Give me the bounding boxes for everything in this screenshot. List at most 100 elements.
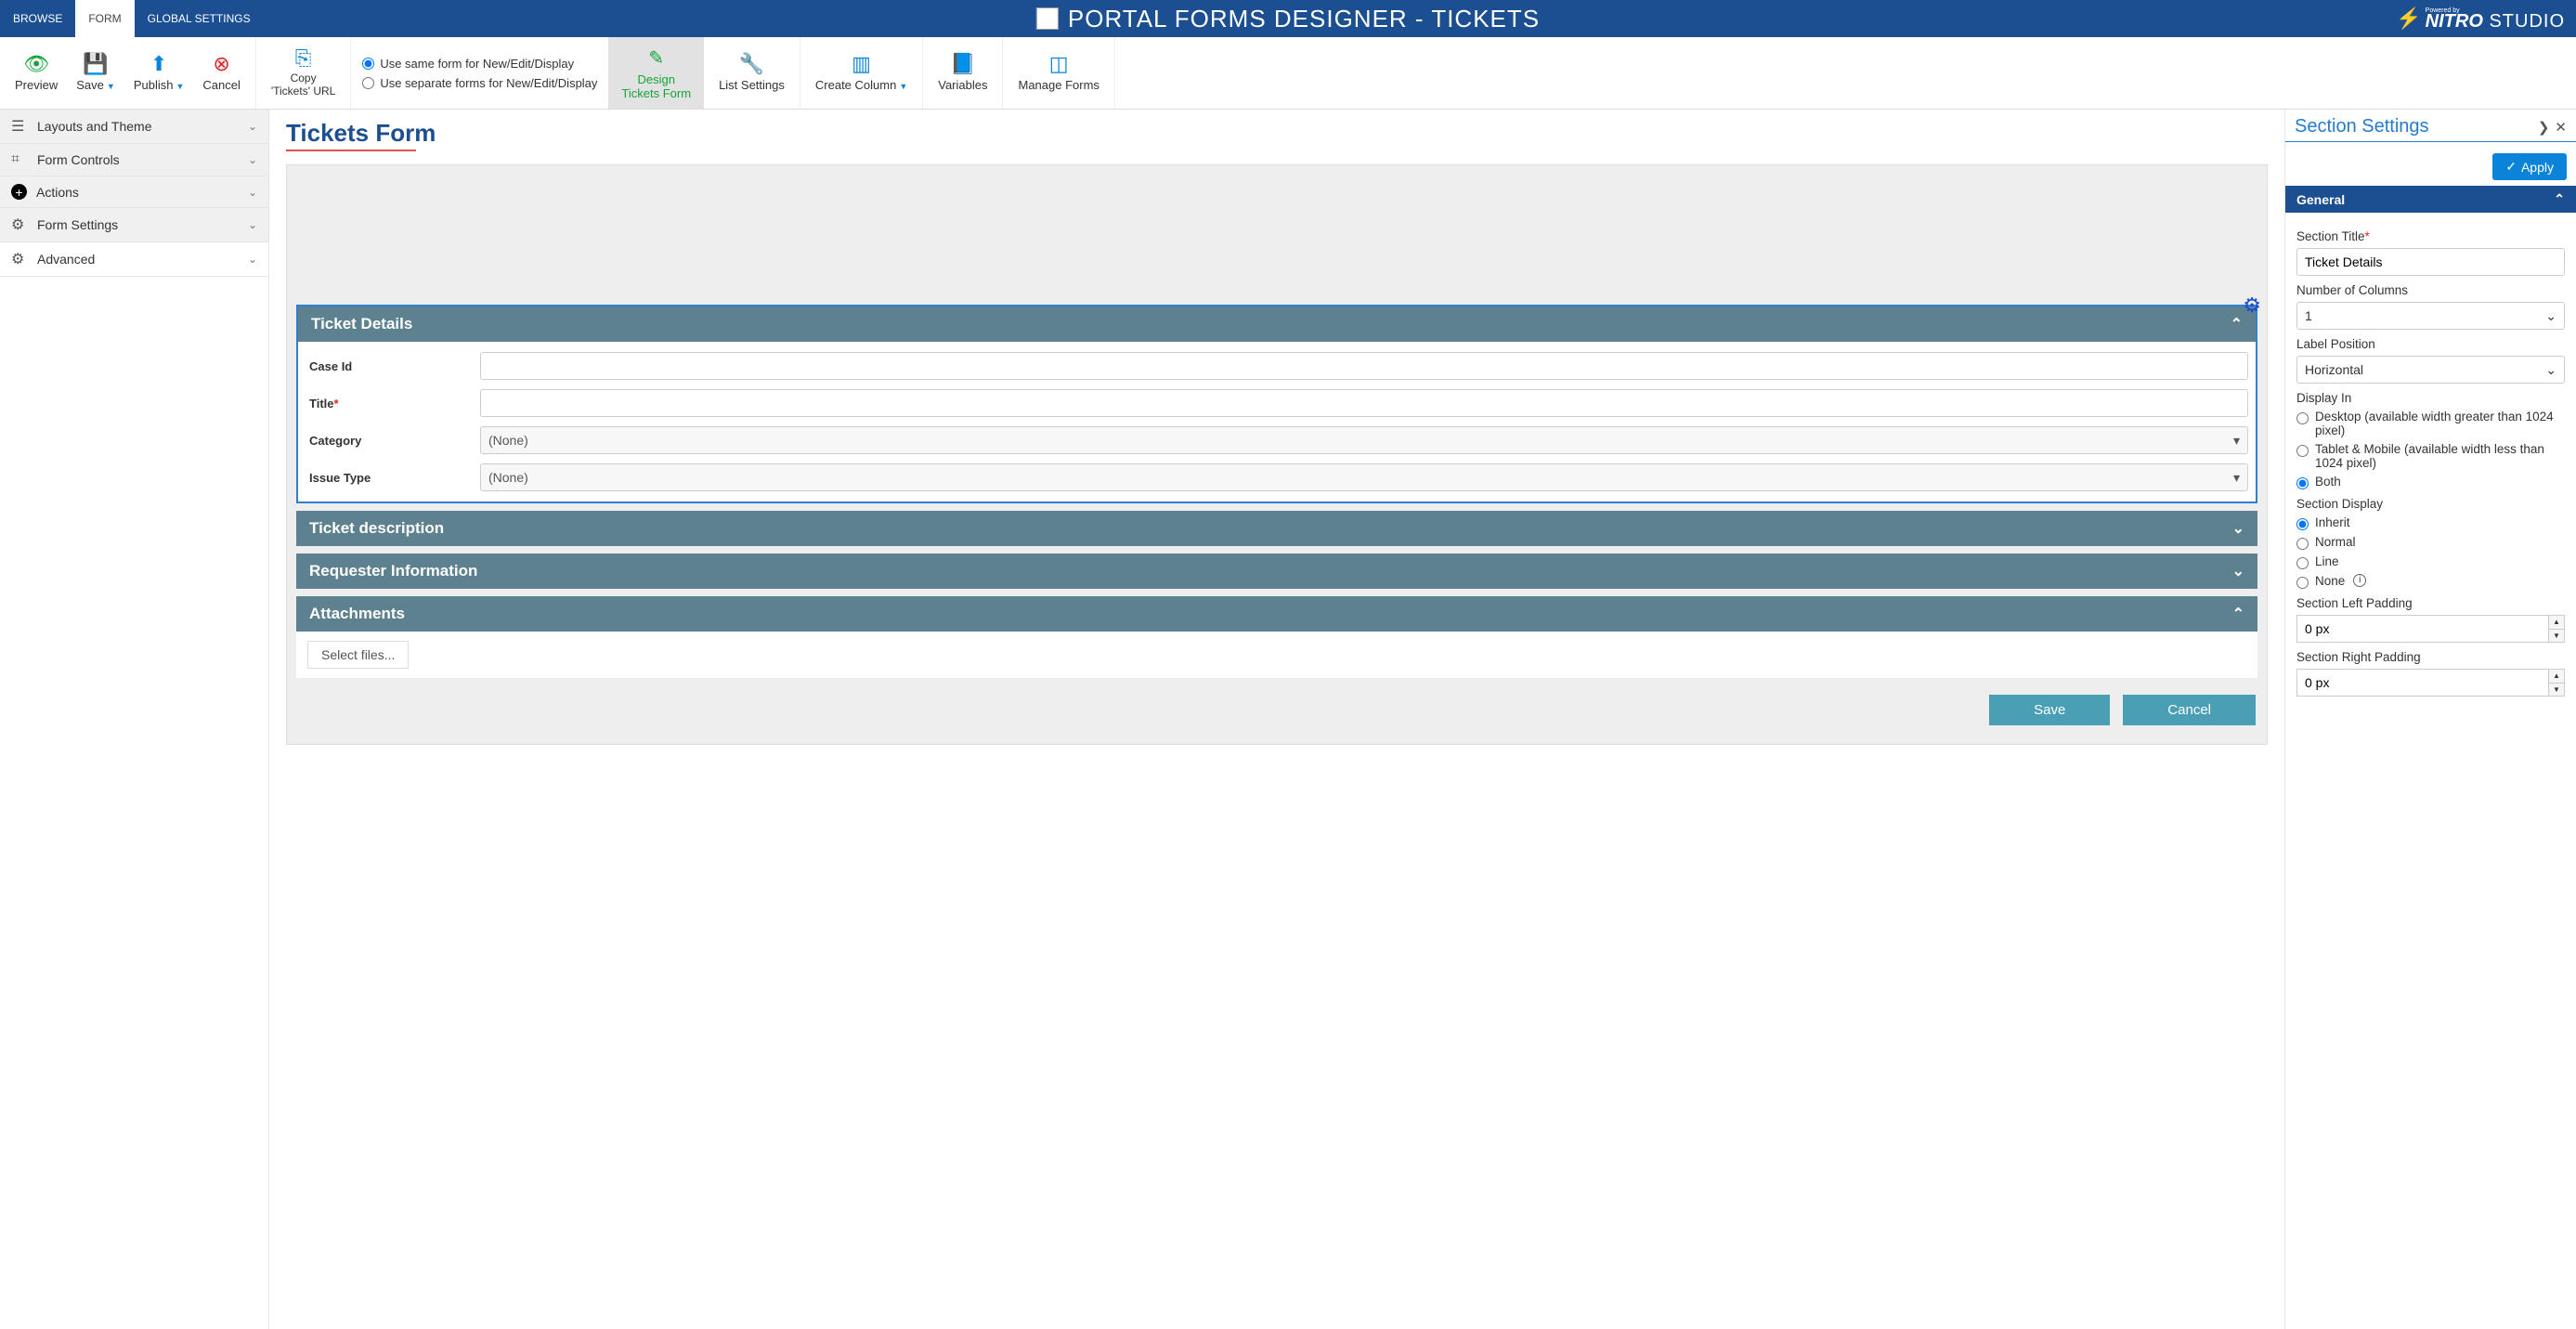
spin-down-icon[interactable]: ▼ [2549,684,2564,697]
preview-button[interactable]: 👁 Preview [6,48,67,98]
copy-icon: ⎘ [295,48,312,69]
right-pad-input[interactable] [2296,669,2548,697]
radio-desktop[interactable]: Desktop (available width greater than 10… [2296,410,2565,437]
preview-label: Preview [15,78,58,92]
manage-forms-label: Manage Forms [1018,78,1099,92]
section-title-label: Section Title* [2296,229,2565,243]
tab-browse[interactable]: BROWSE [0,0,75,37]
field-row-title: Title* [306,384,2248,422]
radio-tablet[interactable]: Tablet & Mobile (available width less th… [2296,442,2565,470]
section-attach-label: Attachments [309,605,405,623]
close-icon[interactable]: ✕ [2555,119,2567,136]
radio-normal-input[interactable] [2296,538,2309,550]
spin-up-icon[interactable]: ▲ [2549,670,2564,684]
section-header-ticket-details[interactable]: Ticket Details ⌃ [298,306,2256,342]
radio-same-form[interactable]: Use same form for New/Edit/Display [362,57,597,71]
radio-line[interactable]: Line [2296,554,2565,569]
spin-up-icon[interactable]: ▲ [2549,616,2564,630]
radio-inherit-label: Inherit [2315,515,2350,529]
attachments-body: Select files... [296,632,2257,678]
spin-down-icon[interactable]: ▼ [2549,630,2564,643]
radio-inherit-input[interactable] [2296,518,2309,530]
category-select[interactable]: (None) ▾ [480,426,2248,454]
radio-inherit[interactable]: Inherit [2296,515,2565,530]
section-ticket-details[interactable]: ⚙ Ticket Details ⌃ Case Id Title* Ca [296,305,2257,503]
plus-icon: + [11,184,27,200]
left-pad-input[interactable] [2296,615,2548,643]
num-cols-value: 1 [2305,308,2312,323]
section-title-input[interactable] [2296,248,2565,276]
expand-icon[interactable]: ❯ [2538,119,2550,136]
caret-down-icon: ⌄ [2545,362,2556,378]
select-files-button[interactable]: Select files... [307,641,409,669]
label-pos-select[interactable]: Horizontal ⌄ [2296,356,2565,384]
radio-line-input[interactable] [2296,557,2309,569]
left-panel: ☰ Layouts and Theme ⌄ ⌗ Form Controls ⌄ … [0,110,269,1329]
title-underline [286,150,416,151]
gears-icon: ⚙ [11,250,28,268]
apply-button[interactable]: ✓ Apply [2492,153,2567,180]
radio-desktop-label: Desktop (available width greater than 10… [2315,410,2565,437]
manage-forms-button[interactable]: ◫ Manage Forms [1008,48,1108,98]
radio-separate-form[interactable]: Use separate forms for New/Edit/Display [362,76,597,90]
topbar-tabs: BROWSE FORM GLOBAL SETTINGS [0,0,264,37]
radio-both-input[interactable] [2296,477,2309,489]
general-label: General [2296,192,2345,207]
accordion-controls[interactable]: ⌗ Form Controls ⌄ [0,144,268,176]
logo-nitro: NITRO [2426,12,2483,31]
copy-label-1: Copy [291,72,317,85]
left-pad-spinner[interactable]: ▲ ▼ [2548,615,2565,643]
tab-global-settings[interactable]: GLOBAL SETTINGS [135,0,264,37]
radio-same-label: Use same form for New/Edit/Display [380,57,574,71]
form-icon [1036,7,1059,30]
cancel-button[interactable]: ⊗ Cancel [193,48,249,98]
radio-same-input[interactable] [362,58,374,70]
general-header[interactable]: General ⌃ [2285,186,2576,213]
publish-button[interactable]: ⬆ Publish▼ [124,48,194,98]
form-save-button[interactable]: Save [1989,695,2110,725]
settings-label: Form Settings [37,217,118,232]
right-pad-input-wrap: ▲ ▼ [2296,669,2565,697]
create-column-label: Create Column▼ [815,78,907,92]
category-value: (None) [488,433,528,448]
accordion-advanced[interactable]: ⚙ Advanced ⌄ [0,242,268,277]
book-icon: 📘 [950,54,975,74]
design-form-button[interactable]: ✎ Design Tickets Form [608,37,704,109]
accordion-layouts[interactable]: ☰ Layouts and Theme ⌄ [0,110,268,144]
radio-tablet-input[interactable] [2296,445,2309,457]
section-gear-icon[interactable]: ⚙ [2243,293,2261,318]
right-pad-label: Section Right Padding [2296,650,2565,664]
radio-both-label: Both [2315,475,2341,489]
save-label: Save▼ [76,78,115,92]
variables-button[interactable]: 📘 Variables [929,48,996,98]
radio-none[interactable]: None i [2296,574,2565,589]
tab-form[interactable]: FORM [75,0,134,37]
accordion-actions[interactable]: + Actions ⌄ [0,176,268,208]
section-attachments[interactable]: Attachments ⌃ Select files... [296,596,2257,678]
cancel-label: Cancel [202,78,240,92]
right-pad-spinner[interactable]: ▲ ▼ [2548,669,2565,697]
section-ticket-description[interactable]: Ticket description ⌄ [296,511,2257,546]
save-button[interactable]: 💾 Save▼ [67,48,124,98]
section-requester-info[interactable]: Requester Information ⌄ [296,554,2257,589]
list-settings-button[interactable]: 🔧 List Settings [709,48,794,98]
copy-url-button[interactable]: ⎘ Copy 'Tickets' URL [262,43,345,102]
title-input[interactable] [480,389,2248,417]
form-preview: ⚙ Ticket Details ⌃ Case Id Title* Ca [286,164,2268,745]
accordion-settings[interactable]: ⚙ Form Settings ⌄ [0,208,268,242]
label-pos-label: Label Position [2296,337,2565,351]
case-id-input[interactable] [480,352,2248,380]
issue-type-select[interactable]: (None) ▾ [480,463,2248,491]
radio-separate-input[interactable] [362,77,374,89]
radio-normal[interactable]: Normal [2296,535,2565,550]
num-cols-select[interactable]: 1 ⌄ [2296,302,2565,330]
radio-both[interactable]: Both [2296,475,2565,489]
radio-desktop-input[interactable] [2296,412,2309,424]
canvas-title: Tickets Form [286,119,2268,148]
design-icon: ✎ [648,46,664,70]
create-column-button[interactable]: ▥ Create Column▼ [806,48,917,98]
radio-none-input[interactable] [2296,577,2309,589]
form-cancel-button[interactable]: Cancel [2123,695,2256,725]
info-icon[interactable]: i [2353,574,2366,587]
title-underline [2285,141,2576,142]
